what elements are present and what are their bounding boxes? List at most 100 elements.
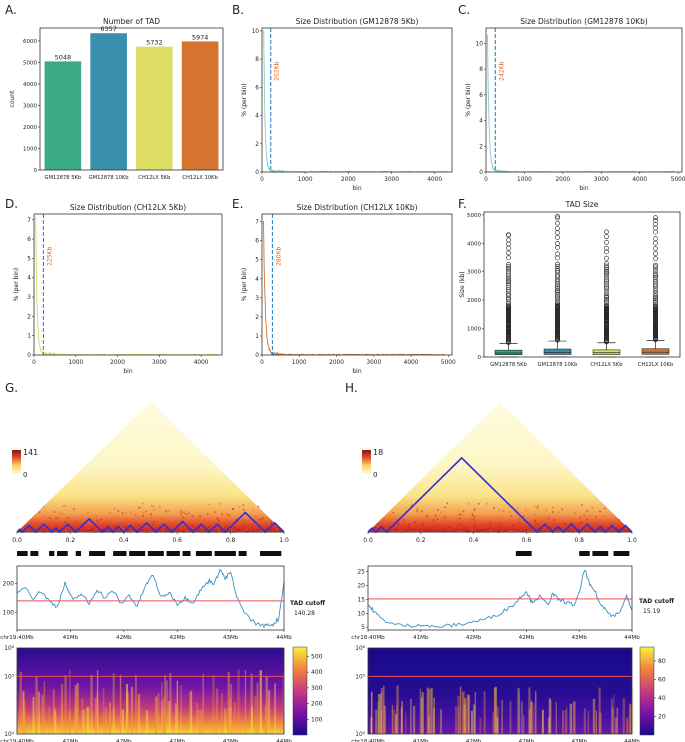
spectrum-streak <box>377 702 380 734</box>
x-tick-label: 0.8 <box>574 537 584 544</box>
contact-pixel <box>552 511 554 513</box>
contact-pixel <box>138 506 141 509</box>
contact-pixel <box>144 530 147 532</box>
contact-pixel <box>437 509 439 511</box>
x-tick-label: 3000 <box>594 177 609 183</box>
contact-pixel <box>410 504 413 507</box>
contact-pixel <box>168 524 171 527</box>
spectrum-streak <box>113 707 115 734</box>
contact-pixel <box>459 530 461 533</box>
contact-pixel <box>475 520 478 522</box>
spectrum-streak <box>492 712 495 734</box>
spectrum-streak <box>626 717 629 734</box>
contact-pixel <box>381 522 384 525</box>
outlier-point <box>604 229 609 235</box>
y-tick-label: 10 <box>252 29 260 35</box>
contact-pixel <box>182 516 185 519</box>
contact-pixel <box>58 512 61 515</box>
contact-pixel <box>125 526 127 528</box>
contact-pixel <box>488 526 491 529</box>
contact-pixel <box>129 530 132 533</box>
panel-letter-g: G. <box>5 381 18 395</box>
x-tick-label: chr18:40Mb <box>351 739 385 742</box>
contact-pixel <box>413 530 416 533</box>
contact-pixel <box>458 517 461 520</box>
contact-pixel <box>418 529 421 531</box>
contact-pixel <box>590 515 593 517</box>
outlier-point <box>506 232 511 238</box>
contact-pixel <box>222 526 225 529</box>
outlier-point <box>555 288 560 294</box>
contact-pixel <box>124 512 127 515</box>
contact-pixel <box>589 530 591 533</box>
contact-pixel <box>26 523 28 525</box>
contact-pixel <box>608 529 611 532</box>
contact-pixel <box>537 504 539 507</box>
contact-pixel <box>477 502 480 505</box>
contact-pixel <box>550 525 553 528</box>
contact-pixel <box>586 510 589 513</box>
spectrum-streak <box>41 694 44 734</box>
contact-pixel <box>462 510 465 513</box>
contact-pixel <box>399 529 402 532</box>
contact-pixel <box>130 530 133 533</box>
contact-pixel <box>440 511 443 514</box>
outlier-point <box>506 267 511 273</box>
outlier-point <box>506 245 511 251</box>
x-tick-label: CH12LX 5Kb <box>138 175 171 181</box>
spectrum-streak <box>555 702 557 734</box>
contact-pixel <box>534 520 536 523</box>
boundary-segment <box>113 551 127 556</box>
contact-pixel <box>40 530 42 533</box>
contact-pixel <box>55 517 57 519</box>
spectrum-streak <box>254 695 257 734</box>
x-tick-label: 43Mb <box>223 739 239 742</box>
x-axis-label: bin <box>123 368 132 375</box>
x-tick-label: 44Mb <box>276 739 292 742</box>
contact-pixel <box>577 523 580 525</box>
contact-pixel <box>525 509 527 511</box>
colorbar-label: 20 <box>658 713 666 720</box>
outlier-point <box>555 244 560 250</box>
contact-pixel <box>113 526 115 529</box>
contact-pixel <box>426 529 429 531</box>
contact-pixel <box>80 530 82 533</box>
contact-pixel <box>113 507 116 510</box>
spectrum-streak <box>530 702 533 734</box>
contact-pixel <box>218 503 221 505</box>
x-tick-label: 44Mb <box>624 739 640 742</box>
outlier-point <box>604 261 609 266</box>
contact-pixel <box>444 519 446 522</box>
contact-pixel <box>121 512 124 514</box>
contact-pixel <box>414 521 416 524</box>
spectrum-background <box>17 648 284 734</box>
x-axis-label: bin <box>352 185 361 192</box>
contact-pixel <box>595 522 597 524</box>
outlier-point <box>555 263 560 269</box>
spectrum-streak <box>85 707 88 734</box>
spectrum-streak <box>90 674 93 734</box>
outlier-point <box>555 295 560 301</box>
contact-pixel <box>216 517 219 520</box>
contact-pixel <box>254 515 257 518</box>
spectrum-streak <box>564 709 567 734</box>
y-axis-label: % (per bin) <box>465 83 472 116</box>
outlier-point <box>506 255 511 261</box>
y-axis-label: % (per bin) <box>241 83 248 116</box>
spectrum-streak <box>215 688 219 734</box>
spectrum-streak <box>103 687 105 734</box>
distribution-line <box>35 216 218 357</box>
spectrum-streak <box>94 698 97 734</box>
panel-letter-f: F. <box>458 197 467 211</box>
x-tick-label: 43Mb <box>223 635 239 641</box>
contact-pixel <box>206 513 209 515</box>
y-tick-label: 6 <box>479 93 483 99</box>
spectrum-streak <box>566 706 568 734</box>
spectrum-streak <box>629 703 632 734</box>
contact-pixel <box>245 530 248 533</box>
contact-pixel <box>104 530 107 533</box>
contact-pixel <box>254 526 256 529</box>
spectrum-streak <box>180 684 182 734</box>
boundary-segment <box>238 551 247 556</box>
